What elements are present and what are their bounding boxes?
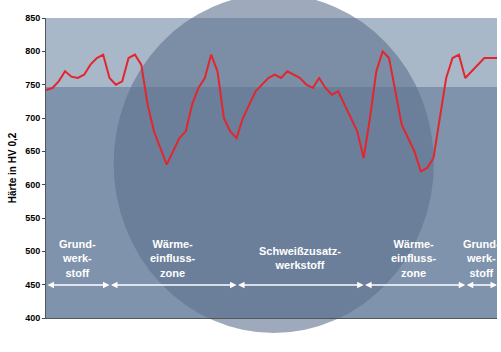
svg-text:550: 550 <box>25 213 40 223</box>
svg-text:850: 850 <box>25 13 40 23</box>
svg-text:750: 750 <box>25 80 40 90</box>
svg-text:600: 600 <box>25 180 40 190</box>
svg-text:700: 700 <box>25 113 40 123</box>
svg-text:Grund-werk-stoff: Grund-werk-stoff <box>59 238 96 279</box>
svg-text:Härte in HV 0,2: Härte in HV 0,2 <box>7 132 18 203</box>
svg-text:400: 400 <box>25 313 40 323</box>
svg-text:Wärme-einfluss-zone: Wärme-einfluss-zone <box>391 238 437 279</box>
svg-text:800: 800 <box>25 46 40 56</box>
svg-text:Schweißzusatz-werkstoff: Schweißzusatz-werkstoff <box>259 245 341 271</box>
svg-text:650: 650 <box>25 146 40 156</box>
svg-text:500: 500 <box>25 246 40 256</box>
svg-text:Grund-werk-stoff: Grund-werk-stoff <box>463 238 500 279</box>
svg-text:Wärme-einfluss-zone: Wärme-einfluss-zone <box>150 238 196 279</box>
svg-text:450: 450 <box>25 280 40 290</box>
